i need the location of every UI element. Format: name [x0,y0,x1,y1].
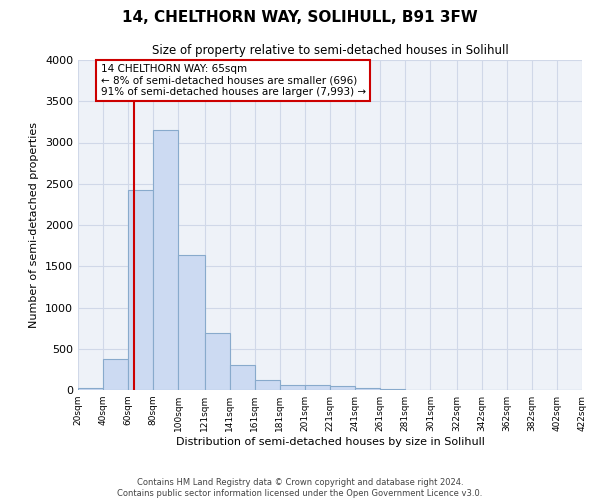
X-axis label: Distribution of semi-detached houses by size in Solihull: Distribution of semi-detached houses by … [176,437,484,447]
Text: 14 CHELTHORN WAY: 65sqm
← 8% of semi-detached houses are smaller (696)
91% of se: 14 CHELTHORN WAY: 65sqm ← 8% of semi-det… [101,64,365,97]
Y-axis label: Number of semi-detached properties: Number of semi-detached properties [29,122,40,328]
Bar [103,359,128,390]
Title: Size of property relative to semi-detached houses in Solihull: Size of property relative to semi-detach… [152,44,508,58]
Bar [128,190,153,390]
Text: Contains HM Land Registry data © Crown copyright and database right 2024.
Contai: Contains HM Land Registry data © Crown c… [118,478,482,498]
Bar [205,332,230,390]
Bar [230,365,255,390]
Bar [153,130,178,390]
Bar [305,386,330,390]
Bar [178,254,205,390]
Bar [355,388,380,390]
Bar [78,388,103,390]
Bar [330,386,355,390]
Text: 14, CHELTHORN WAY, SOLIHULL, B91 3FW: 14, CHELTHORN WAY, SOLIHULL, B91 3FW [122,10,478,25]
Bar [255,380,280,390]
Bar [280,384,305,390]
